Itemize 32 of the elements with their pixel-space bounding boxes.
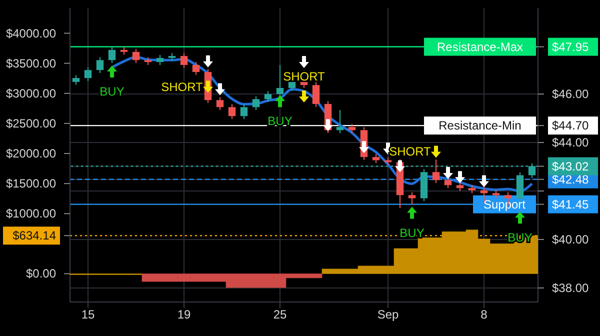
x-tick-label: 15 <box>81 308 95 322</box>
ref-line-label: Support <box>483 197 526 212</box>
y2-tick-label: $41.45 <box>552 197 590 212</box>
y2-tick-label: $46.00 <box>552 87 590 102</box>
text: BUY <box>268 114 292 128</box>
y2-tick-label: $44.00 <box>552 136 590 150</box>
ref-line-label: Resistance-Max <box>436 40 524 54</box>
ref-line-label: Resistance-Min <box>438 118 522 133</box>
y2-tick-label: $38.00 <box>552 280 590 295</box>
y-tick-label: $0.00 <box>26 266 56 281</box>
y-tick-label: $634.14 <box>12 228 56 243</box>
series-label: BUY <box>100 84 124 98</box>
y2-tick-label: $47.95 <box>552 40 590 54</box>
text: SHORT <box>389 144 431 159</box>
x-tick-label: Sep <box>377 308 399 322</box>
y-tick-label: $1000.00 <box>6 206 56 221</box>
y-tick-label: $2500.00 <box>6 116 56 130</box>
y-tick-label: $2000.00 <box>6 146 56 160</box>
x-tick-label: 19 <box>177 308 191 322</box>
y2-tick-label: $43.02 <box>552 159 590 174</box>
y-tick-label: $3000.00 <box>6 86 56 100</box>
y-tick-label: $4000.00 <box>6 26 56 40</box>
y2-tick-label: $40.00 <box>552 232 590 246</box>
y-tick-label: $1500.00 <box>6 176 56 191</box>
text: BUY <box>400 226 424 240</box>
text: SHORT <box>283 69 325 84</box>
y2-tick-label: $44.70 <box>552 118 590 133</box>
x-tick-label: 25 <box>273 308 287 322</box>
series-label: SHORT <box>161 80 204 94</box>
y2-tick-label: $42.48 <box>552 172 590 186</box>
y-tick-label: $3500.00 <box>6 56 56 70</box>
x-tick-label: 8 <box>480 308 488 322</box>
